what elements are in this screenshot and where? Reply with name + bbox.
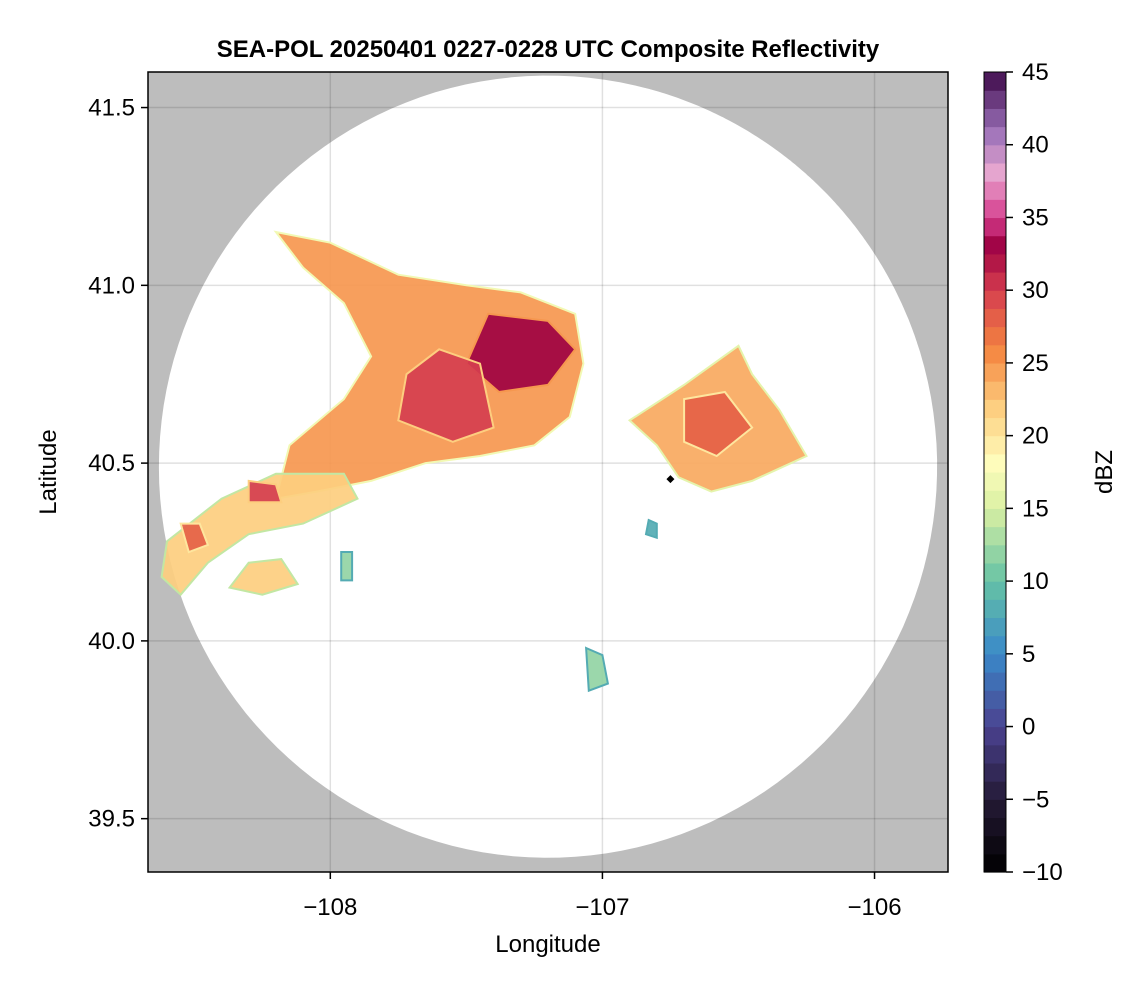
colorbar-segment (984, 635, 1006, 655)
colorbar-segment (984, 435, 1006, 455)
colorbar-segment (984, 726, 1006, 746)
colorbar-segment (984, 508, 1006, 528)
colorbar-segment (984, 817, 1006, 837)
colorbar-segment (984, 781, 1006, 800)
colorbar-segment (984, 253, 1006, 273)
colorbar-frame (983, 71, 1007, 873)
colorbar-segment (984, 272, 1006, 291)
echo-south-fragment (584, 646, 610, 693)
echo-west-cell-1 (179, 522, 210, 554)
colorbar-tick-label: 45 (1022, 59, 1049, 86)
colorbar-segment (984, 708, 1006, 728)
colorbar-tick-label: 0 (1022, 714, 1035, 741)
colorbar-tick-label: 30 (1022, 277, 1049, 304)
plot-frame (147, 71, 949, 873)
colorbar-segment (984, 399, 1006, 419)
echo-southwest-cell (227, 558, 300, 596)
colorbar-segment (984, 581, 1006, 600)
colorbar-segment (984, 108, 1006, 128)
colorbar-segment (984, 344, 1006, 364)
colorbar-segment (984, 672, 1006, 691)
y-tick-label: 40.5 (88, 450, 135, 477)
colorbar-segment (984, 526, 1006, 546)
colorbar-segment (984, 544, 1006, 564)
colorbar-segment (984, 199, 1006, 219)
colorbar-segment (984, 599, 1006, 619)
x-axis-label: Longitude (495, 931, 600, 958)
colorbar-segment (984, 490, 1006, 509)
echo-west-cell-2 (247, 479, 283, 504)
echo-core-central (397, 348, 495, 443)
colorbar-segment (984, 617, 1006, 637)
colorbar-segment (984, 744, 1006, 764)
colorbar-tick-label: 10 (1022, 568, 1049, 595)
colorbar-tick-label: 20 (1022, 423, 1049, 450)
colorbar-segment (984, 653, 1006, 673)
colorbar-segment (984, 853, 1006, 873)
colorbar-segment (984, 308, 1006, 328)
colorbar-segment (984, 235, 1006, 255)
chart-title: SEA-POL 20250401 0227-0228 UTC Composite… (217, 36, 880, 63)
colorbar-segment (984, 472, 1006, 491)
colorbar-tick-label: 35 (1022, 204, 1049, 231)
colorbar-segment (984, 290, 1006, 309)
y-axis-ticks: 39.5 40.0 40.5 41.0 41.5 (88, 95, 148, 833)
colorbar-segment (984, 562, 1006, 582)
colorbar-segment (984, 690, 1006, 709)
colorbar-segment (984, 181, 1006, 200)
colorbar-tick-label: −10 (1022, 859, 1063, 886)
colorbar-label: dBZ (1091, 450, 1118, 494)
colorbar-segment (984, 381, 1006, 400)
colorbar-segment (984, 762, 1006, 782)
colorbar-segment (984, 72, 1006, 91)
colorbar-segment (984, 835, 1006, 855)
y-tick-label: 41.0 (88, 272, 135, 299)
colorbar-segment (984, 126, 1006, 146)
y-axis-label: Latitude (35, 429, 62, 514)
plot-area (148, 72, 948, 872)
grid-lines (148, 72, 948, 872)
station-marker (666, 475, 675, 484)
marker-layer (666, 475, 675, 484)
colorbar-tick-label: −5 (1022, 786, 1049, 813)
colorbar-segment (984, 90, 1006, 109)
y-tick-label: 39.5 (88, 806, 135, 833)
y-tick-label: 40.0 (88, 628, 135, 655)
colorbar-segment (984, 362, 1006, 382)
radar-coverage-area (158, 75, 938, 858)
colorbar-segment (984, 453, 1006, 473)
x-axis-ticks: −108 −107 −106 (303, 872, 902, 921)
echo-east-core (683, 390, 754, 458)
colorbar-tick-label: 40 (1022, 132, 1049, 159)
colorbar-tick-label: 15 (1022, 495, 1049, 522)
echo-small-fragment (644, 518, 658, 540)
reflectivity-echoes (160, 230, 808, 693)
x-tick-label: −106 (847, 894, 901, 921)
colorbar-segment (984, 417, 1006, 437)
colorbar-tick-label: 25 (1022, 350, 1049, 377)
x-tick-label: −107 (575, 894, 629, 921)
colorbar-segment (984, 162, 1006, 182)
colorbar-segment (984, 799, 1006, 819)
colorbar-segment (984, 144, 1006, 164)
colorbar-tick-label: 5 (1022, 641, 1035, 668)
echo-mid-fragment (340, 551, 354, 582)
colorbar-segment (984, 217, 1006, 237)
x-tick-label: −108 (303, 894, 357, 921)
y-tick-label: 41.5 (88, 95, 135, 122)
colorbar: −10 −5 0 5 10 15 20 25 30 35 40 45 (983, 59, 1063, 886)
colorbar-segment (984, 326, 1006, 346)
